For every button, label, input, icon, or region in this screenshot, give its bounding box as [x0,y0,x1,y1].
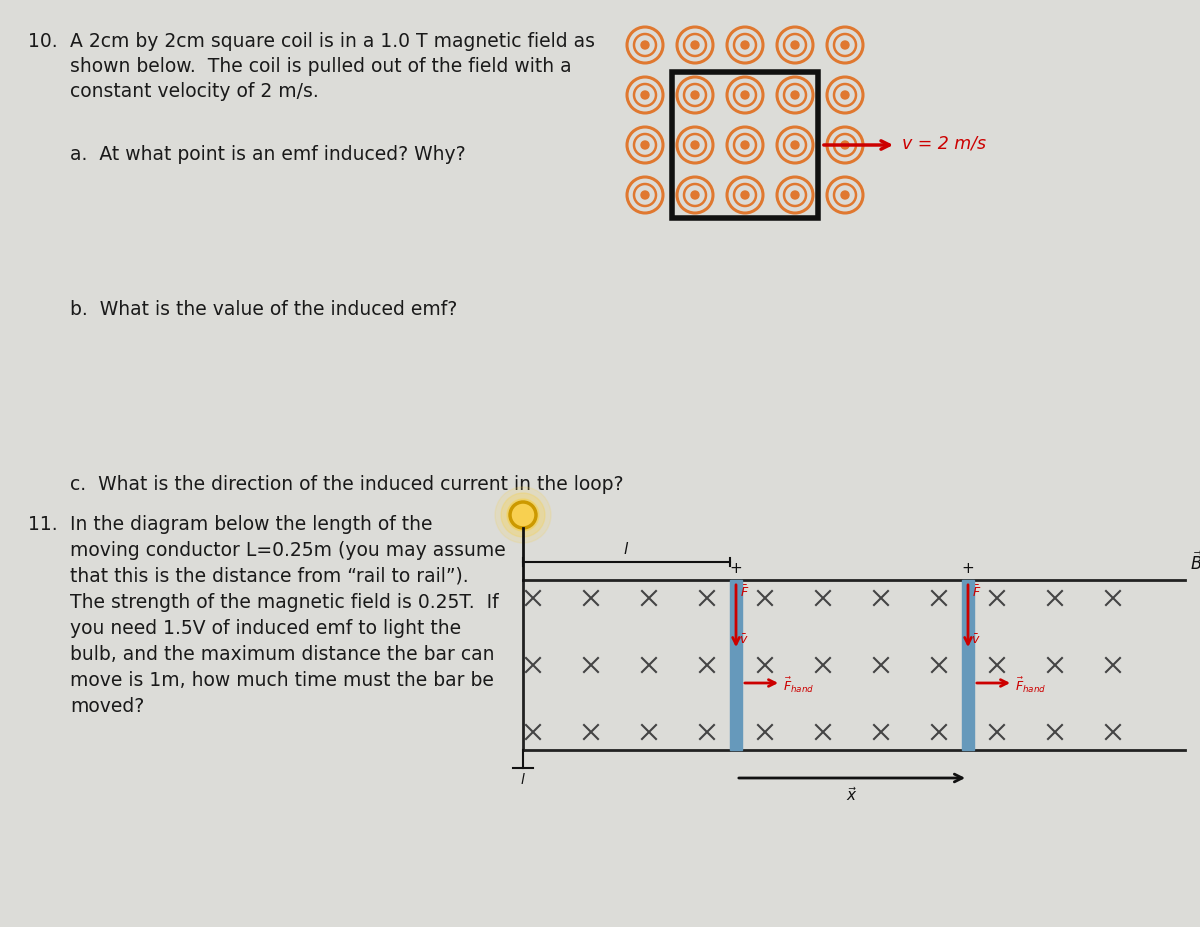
Text: that this is the distance from “rail to rail”).: that this is the distance from “rail to … [70,567,469,586]
Text: $\vec{x}$: $\vec{x}$ [846,786,858,804]
Text: $\bar{v}$: $\bar{v}$ [739,633,749,647]
Circle shape [841,41,850,49]
Text: The strength of the magnetic field is 0.25T.  If: The strength of the magnetic field is 0.… [70,593,499,612]
Text: $\bar{v}$: $\bar{v}$ [971,633,980,647]
Text: move is 1m, how much time must the bar be: move is 1m, how much time must the bar b… [70,671,494,690]
Text: In the diagram below the length of the: In the diagram below the length of the [70,515,432,534]
Text: +: + [730,561,743,576]
Text: $l$: $l$ [520,772,526,787]
Circle shape [502,493,545,537]
Circle shape [742,41,749,49]
Circle shape [742,91,749,99]
Bar [672,72,818,218]
Text: bulb, and the maximum distance the bar can: bulb, and the maximum distance the bar c… [70,645,494,664]
Circle shape [841,191,850,199]
Text: c.  What is the direction of the induced current in the loop?: c. What is the direction of the induced … [70,475,624,494]
Circle shape [791,41,799,49]
Circle shape [691,191,698,199]
Text: shown below.  The coil is pulled out of the field with a: shown below. The coil is pulled out of t… [70,57,571,76]
Text: moved?: moved? [70,697,144,716]
Circle shape [691,91,698,99]
Circle shape [791,141,799,149]
Circle shape [791,91,799,99]
Text: $l$: $l$ [624,541,630,557]
Text: $\vec{B}$: $\vec{B}$ [1190,552,1200,574]
Circle shape [641,41,649,49]
Circle shape [742,141,749,149]
Circle shape [691,141,698,149]
Circle shape [841,141,850,149]
Circle shape [641,191,649,199]
Text: $\vec{F}_{hand}$: $\vec{F}_{hand}$ [784,675,815,694]
Circle shape [496,487,551,543]
Text: 10.: 10. [28,32,58,51]
Text: v = 2 m/s: v = 2 m/s [902,134,986,152]
Text: a.  At what point is an emf induced? Why?: a. At what point is an emf induced? Why? [70,145,466,164]
Circle shape [641,141,649,149]
Circle shape [791,191,799,199]
Text: constant velocity of 2 m/s.: constant velocity of 2 m/s. [70,82,319,101]
Text: 11.: 11. [28,515,58,534]
Circle shape [510,502,536,528]
Bar [962,580,974,750]
Circle shape [508,499,539,531]
Circle shape [641,91,649,99]
Text: moving conductor L=0.25m (you may assume: moving conductor L=0.25m (you may assume [70,541,505,560]
Text: b.  What is the value of the induced emf?: b. What is the value of the induced emf? [70,300,457,319]
Text: $\bar{F}$: $\bar{F}$ [740,584,749,600]
Bar [730,580,742,750]
Text: A 2cm by 2cm square coil is in a 1.0 T magnetic field as: A 2cm by 2cm square coil is in a 1.0 T m… [70,32,595,51]
Circle shape [742,191,749,199]
Text: $\bar{F}$: $\bar{F}$ [972,584,982,600]
Circle shape [691,41,698,49]
Text: $\vec{F}_{hand}$: $\vec{F}_{hand}$ [1015,675,1046,694]
Text: +: + [961,561,974,576]
Text: you need 1.5V of induced emf to light the: you need 1.5V of induced emf to light th… [70,619,461,638]
Circle shape [841,91,850,99]
